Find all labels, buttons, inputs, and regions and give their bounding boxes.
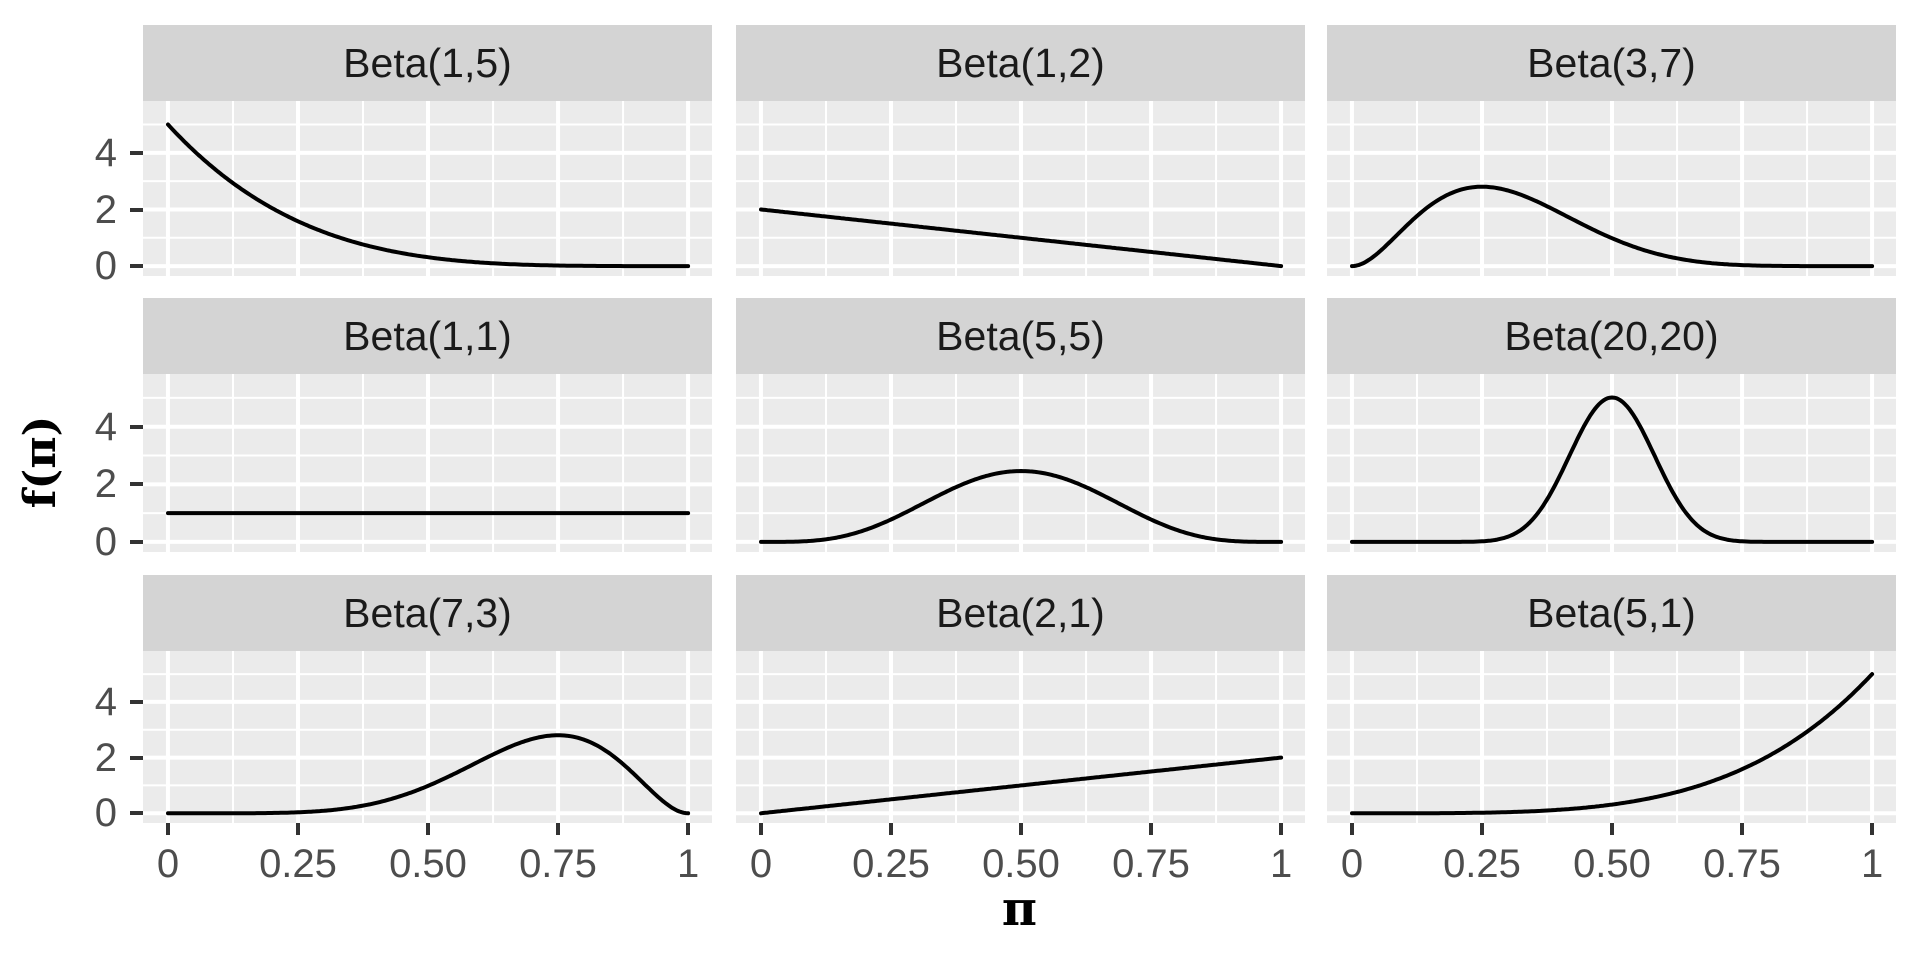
y-axis-tick-mark bbox=[130, 539, 143, 544]
x-axis-tick-mark bbox=[686, 823, 691, 835]
x-axis-tick-label: 0.75 bbox=[1703, 842, 1781, 886]
facet-title: Beta(1,1) bbox=[343, 312, 512, 359]
x-axis-tick-label: 0.50 bbox=[1573, 842, 1651, 886]
density-curve bbox=[759, 755, 1284, 816]
y-axis-tick-mark bbox=[130, 207, 143, 212]
facet-strip: Beta(20,20) bbox=[1327, 298, 1896, 374]
x-axis-tick-mark bbox=[1149, 823, 1153, 835]
x-axis-tick-label: 0.25 bbox=[1443, 842, 1521, 886]
y-axis-tick-mark bbox=[130, 264, 143, 269]
y-axis-tick-label: 2 bbox=[94, 735, 117, 780]
y-axis-tick-mark bbox=[130, 699, 143, 704]
facet-title: Beta(1,2) bbox=[936, 39, 1105, 86]
x-axis-title: π bbox=[1001, 881, 1038, 937]
density-plot-panel bbox=[736, 651, 1305, 823]
density-curve bbox=[1350, 184, 1875, 269]
facet-strip: Beta(7,3) bbox=[143, 575, 712, 651]
x-axis-tick-mark bbox=[759, 823, 763, 835]
density-plot-panel bbox=[736, 101, 1305, 276]
density-plot-panel bbox=[1327, 374, 1896, 552]
density-curve bbox=[166, 122, 691, 269]
x-axis-tick-label: 1 bbox=[1860, 842, 1884, 886]
x-axis-tick-label: 1 bbox=[1269, 842, 1293, 886]
density-curve bbox=[759, 469, 1284, 544]
x-axis-tick-mark bbox=[556, 823, 560, 835]
x-axis-tick-mark bbox=[1610, 823, 1614, 835]
y-axis-tick-label: 0 bbox=[94, 519, 117, 564]
facet-title: Beta(7,3) bbox=[343, 589, 512, 636]
x-axis-tick-label: 0.50 bbox=[982, 842, 1060, 886]
y-axis-tick-label: 4 bbox=[94, 404, 117, 449]
x-axis-tick-mark bbox=[426, 823, 430, 835]
x-axis-tick-label: 0 bbox=[156, 842, 180, 886]
facet-strip: Beta(2,1) bbox=[736, 575, 1305, 651]
density-curve bbox=[1350, 672, 1875, 816]
y-axis-tick-label: 2 bbox=[94, 187, 117, 232]
y-axis-tick-mark bbox=[130, 811, 143, 816]
x-axis-tick-mark bbox=[1350, 823, 1354, 835]
density-curve bbox=[1350, 395, 1875, 544]
y-axis-tick-mark bbox=[130, 150, 143, 155]
facet-strip: Beta(3,7) bbox=[1327, 25, 1896, 101]
facet-title: Beta(2,1) bbox=[936, 589, 1105, 636]
x-axis-tick-label: 0.25 bbox=[259, 842, 337, 886]
y-axis-tick-mark bbox=[130, 755, 143, 760]
density-curve bbox=[166, 733, 691, 816]
density-plot-panel bbox=[143, 101, 712, 276]
facet-strip: Beta(1,5) bbox=[143, 25, 712, 101]
x-axis-tick-label: 0.75 bbox=[1112, 842, 1190, 886]
density-plot-panel bbox=[1327, 651, 1896, 823]
facet-title: Beta(20,20) bbox=[1504, 312, 1719, 359]
x-axis-tick-mark bbox=[1480, 823, 1484, 835]
facet-strip: Beta(1,1) bbox=[143, 298, 712, 374]
facet-title: Beta(3,7) bbox=[1527, 39, 1696, 86]
y-axis-tick-label: 0 bbox=[94, 791, 117, 836]
x-axis-tick-mark bbox=[296, 823, 300, 835]
density-plot-panel bbox=[143, 374, 712, 552]
density-curve bbox=[759, 207, 1284, 269]
density-plot-panel bbox=[736, 374, 1305, 552]
x-axis-tick-label: 0.50 bbox=[389, 842, 467, 886]
x-axis-tick-label: 1 bbox=[676, 842, 700, 886]
y-axis-tick-label: 4 bbox=[94, 130, 117, 175]
y-axis-tick-label: 4 bbox=[94, 679, 117, 724]
x-axis-tick-label: 0 bbox=[1340, 842, 1364, 886]
x-axis-tick-mark bbox=[166, 823, 170, 835]
x-axis-tick-mark bbox=[1870, 823, 1875, 835]
density-plot-panel bbox=[143, 651, 712, 823]
x-axis-tick-mark bbox=[1740, 823, 1744, 835]
x-axis-tick-mark bbox=[1019, 823, 1023, 835]
x-axis-tick-mark bbox=[889, 823, 893, 835]
x-axis-tick-label: 0 bbox=[749, 842, 773, 886]
facet-strip: Beta(5,5) bbox=[736, 298, 1305, 374]
density-plot-panel bbox=[1327, 101, 1896, 276]
facet-strip: Beta(5,1) bbox=[1327, 575, 1896, 651]
x-axis-tick-mark bbox=[1279, 823, 1284, 835]
facet-title: Beta(1,5) bbox=[343, 39, 512, 86]
y-axis-tick-mark bbox=[130, 424, 143, 429]
x-axis-tick-label: 0.75 bbox=[519, 842, 597, 886]
x-axis-tick-label: 0.25 bbox=[852, 842, 930, 886]
y-axis-tick-label: 0 bbox=[94, 244, 117, 289]
facet-title: Beta(5,1) bbox=[1527, 589, 1696, 636]
y-axis-tick-label: 2 bbox=[94, 462, 117, 507]
facet-strip: Beta(1,2) bbox=[736, 25, 1305, 101]
facet-title: Beta(5,5) bbox=[936, 312, 1105, 359]
y-axis-tick-mark bbox=[130, 482, 143, 487]
